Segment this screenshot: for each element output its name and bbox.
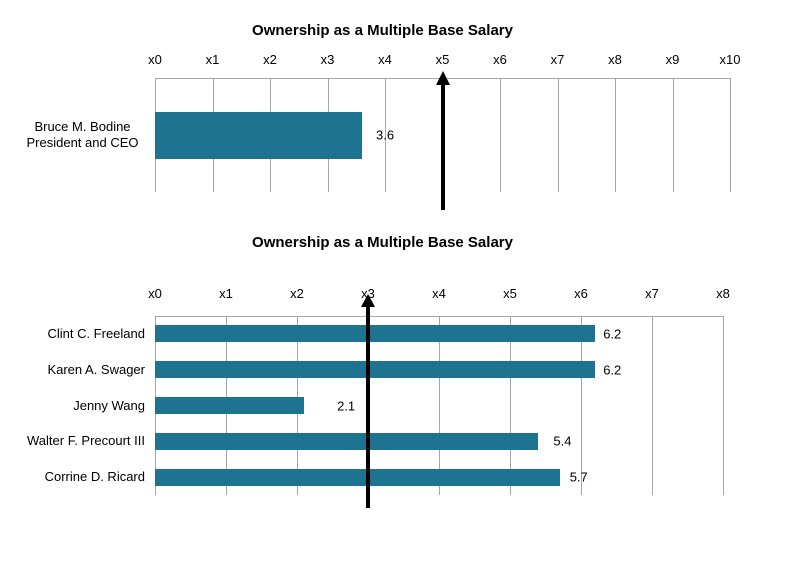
vertical-gridline bbox=[226, 316, 227, 495]
bar bbox=[155, 397, 305, 414]
x-axis-tick-label: x6 bbox=[574, 286, 588, 301]
x-axis-tick-label: x3 bbox=[320, 52, 335, 67]
vertical-gridline bbox=[652, 316, 653, 495]
bar bbox=[155, 111, 362, 159]
vertical-gridline bbox=[673, 78, 674, 192]
x-axis-tick-label: x7 bbox=[550, 52, 565, 67]
vertical-gridline bbox=[443, 78, 444, 192]
x-axis-tick-label: x1 bbox=[205, 52, 220, 67]
category-label: Corrine D. Ricard bbox=[44, 469, 145, 485]
x-axis-tick-label: x6 bbox=[493, 52, 507, 67]
x-axis-tick-label: x8 bbox=[716, 286, 730, 301]
x-axis-tick-label: x4 bbox=[378, 52, 392, 67]
x-axis-tick-label: x2 bbox=[290, 286, 304, 301]
x-axis-tick-label: x3 bbox=[361, 286, 375, 301]
x-axis-tick-label: x9 bbox=[665, 52, 680, 67]
category-label: Karen A. Swager bbox=[47, 361, 145, 377]
x-axis-tick-label: x8 bbox=[608, 52, 622, 67]
reference-arrow-shaft bbox=[440, 82, 445, 210]
bar-value-label: 5.7 bbox=[569, 469, 588, 485]
category-label: Clint C. Freeland bbox=[47, 325, 145, 341]
vertical-gridline bbox=[385, 78, 386, 192]
bar bbox=[155, 432, 539, 450]
vertical-gridline bbox=[730, 78, 731, 192]
vertical-gridline bbox=[510, 316, 511, 495]
x-axis-tick-label: x0 bbox=[148, 286, 162, 301]
x-axis-tick-label: x2 bbox=[263, 52, 277, 67]
vertical-gridline bbox=[581, 316, 582, 495]
bar bbox=[155, 468, 560, 486]
x-axis-tick-label: x1 bbox=[219, 286, 233, 301]
plot-area-top-border bbox=[155, 78, 730, 79]
category-label: Jenny Wang bbox=[73, 397, 145, 413]
bar-value-label: 6.2 bbox=[603, 326, 622, 342]
plot-area-top-border bbox=[155, 316, 723, 317]
x-axis-tick-label: x7 bbox=[645, 286, 659, 301]
reference-arrow-shaft bbox=[366, 304, 370, 508]
vertical-gridline bbox=[270, 78, 271, 192]
vertical-gridline bbox=[155, 78, 156, 192]
x-axis-tick-label: x10 bbox=[719, 52, 741, 67]
reference-arrow-head bbox=[361, 294, 375, 307]
vertical-gridline bbox=[615, 78, 616, 192]
chart-title-top: Ownership as a Multiple Base Salary bbox=[252, 22, 513, 39]
vertical-gridline bbox=[297, 316, 298, 495]
vertical-gridline bbox=[500, 78, 501, 192]
vertical-gridline bbox=[155, 316, 156, 495]
bar-value-label: 3.6 bbox=[376, 127, 395, 143]
x-axis-tick-label: x4 bbox=[432, 286, 446, 301]
reference-arrow-head bbox=[435, 71, 450, 85]
bar bbox=[155, 325, 596, 343]
vertical-gridline bbox=[439, 316, 440, 495]
bar-value-label: 2.1 bbox=[337, 398, 356, 413]
x-axis-tick-label: x0 bbox=[148, 52, 162, 67]
vertical-gridline bbox=[328, 78, 329, 192]
category-label: Bruce M. Bodine President and CEO bbox=[26, 119, 139, 150]
category-label: Walter F. Precourt III bbox=[27, 433, 145, 449]
chart-title-bottom: Ownership as a Multiple Base Salary bbox=[252, 234, 513, 251]
vertical-gridline bbox=[213, 78, 214, 192]
vertical-gridline bbox=[558, 78, 559, 192]
bar-value-label: 5.4 bbox=[553, 433, 572, 449]
bar-value-label: 6.2 bbox=[603, 362, 622, 378]
x-axis-tick-label: x5 bbox=[435, 52, 450, 67]
bar bbox=[155, 361, 596, 379]
vertical-gridline bbox=[723, 316, 724, 495]
vertical-gridline bbox=[368, 316, 369, 495]
x-axis-tick-label: x5 bbox=[503, 286, 517, 301]
